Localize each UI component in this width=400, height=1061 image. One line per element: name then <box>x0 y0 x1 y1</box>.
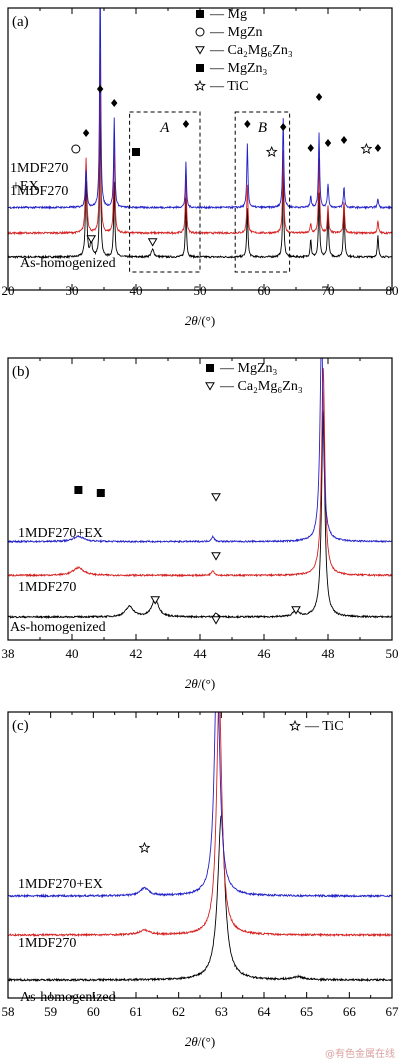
x-axis-label: 2θ/(°) <box>185 676 215 691</box>
legend-marker <box>206 364 214 372</box>
x-tick-label: 50 <box>386 646 399 661</box>
region-label: B <box>258 120 267 136</box>
x-tick-label: 66 <box>343 1004 357 1019</box>
panel-label: (a) <box>12 14 29 30</box>
series-label-1: 1MDF270 <box>10 184 68 199</box>
series-line-1 <box>8 368 392 578</box>
legend-label: — Mg <box>209 7 247 22</box>
legend-label: — Ca₂Mg₆Zn₃ <box>219 379 303 394</box>
legend-label: — MgZn <box>209 25 263 40</box>
panel-label: (c) <box>12 718 29 734</box>
peak-marker-open-circle <box>71 144 81 154</box>
series-label-1: 1MDF270 <box>18 936 76 951</box>
peak-marker-open-triangle-down <box>211 552 221 561</box>
x-tick-label: 58 <box>2 1004 15 1019</box>
peak-marker-filled-diamond <box>340 136 348 144</box>
legend-marker <box>194 79 206 91</box>
legend-marker <box>195 27 205 37</box>
series-line-0 <box>8 410 392 620</box>
peak-marker-filled-diamond <box>182 120 190 128</box>
series-label-2: 1MDF270+EX <box>18 526 103 541</box>
x-tick-label: 63 <box>215 1004 228 1019</box>
legend-label: — Ca₂Mg₆Zn₃ <box>209 43 293 58</box>
peak-marker-open-triangle-down <box>147 238 158 247</box>
panel-b: As-homogenized 1MDF270 1MDF270+EX 38 40 42 44 4… <box>2 357 399 691</box>
series-label-2: 1MDF270+EX <box>10 161 68 194</box>
x-tick-label: 60 <box>87 1004 100 1019</box>
series-line-1 <box>8 712 392 938</box>
peak-marker-open-triangle-down <box>150 596 161 605</box>
x-tick-label: 62 <box>172 1004 185 1019</box>
region-label: A <box>159 120 170 136</box>
peak-marker-filled-diamond <box>96 85 104 93</box>
legend-label: — MgZn₃ <box>219 361 278 376</box>
x-tick-label: 30 <box>66 283 79 298</box>
peak-marker-filled-diamond <box>374 144 382 152</box>
region-box-B <box>234 111 291 273</box>
watermark: @有色金属在线 <box>325 1047 395 1060</box>
x-axis-label: 2θ/(°) <box>185 1034 215 1049</box>
legend-marker <box>205 382 215 391</box>
peak-marker-filled-diamond <box>244 120 251 128</box>
x-tick-label: 44 <box>194 646 208 661</box>
legend-marker <box>196 10 204 18</box>
series-label-2: 1MDF270+EX <box>18 877 103 892</box>
x-tick-label: 65 <box>300 1004 313 1019</box>
peak-marker-open-triangle-down <box>86 235 97 244</box>
x-tick-label: 48 <box>322 646 335 661</box>
series-line-0 <box>8 815 392 983</box>
peak-marker-open-star <box>265 145 278 157</box>
region-box-A <box>129 111 201 273</box>
legend-label: — TiC <box>304 719 344 734</box>
legend-marker <box>195 46 205 55</box>
x-tick-label: 61 <box>130 1004 143 1019</box>
x-tick-label: 50 <box>194 283 207 298</box>
x-tick-label: 38 <box>2 646 15 661</box>
peak-marker-filled-square <box>96 489 105 497</box>
peak-marker-open-triangle-down <box>211 493 221 502</box>
peak-marker-filled-diamond <box>280 123 287 131</box>
plot-frame <box>7 711 393 999</box>
series-line-2 <box>8 8 392 210</box>
x-tick-label: 64 <box>258 1004 272 1019</box>
series-line-2 <box>8 358 392 544</box>
x-tick-label: 42 <box>130 646 143 661</box>
peak-marker-open-triangle-down <box>291 606 301 615</box>
series-label-0: As-homogenized <box>20 256 116 271</box>
peak-marker-open-triangle-down <box>211 616 221 625</box>
x-tick-label: 67 <box>386 1004 400 1019</box>
legend-label: — MgZn₃ <box>209 61 268 76</box>
series-line-2 <box>8 712 392 899</box>
panel-label: (b) <box>12 364 30 380</box>
x-tick-label: 80 <box>386 283 399 298</box>
peak-marker-filled-diamond <box>111 99 118 107</box>
x-tick-label: 20 <box>2 283 15 298</box>
legend-marker <box>196 64 204 72</box>
legend-label: — TiC <box>209 79 249 94</box>
x-tick-label: 70 <box>322 283 335 298</box>
peak-marker-filled-diamond <box>315 93 323 101</box>
x-tick-label: 59 <box>44 1004 57 1019</box>
legend-marker <box>289 719 301 731</box>
peak-marker-filled-square <box>132 148 140 156</box>
x-tick-label: 40 <box>66 646 79 661</box>
x-tick-label: 46 <box>258 646 272 661</box>
series-label-0: As-homogenized <box>10 620 106 635</box>
series-label-1: 1MDF270 <box>18 580 76 595</box>
peak-marker-filled-square <box>74 486 83 494</box>
x-axis-label: 2θ/(°) <box>185 313 215 328</box>
peak-marker-open-star <box>138 841 151 853</box>
peak-marker-filled-diamond <box>324 139 332 147</box>
peak-marker-filled-diamond <box>307 144 314 152</box>
peak-marker-open-star <box>360 142 373 154</box>
x-tick-label: 60 <box>258 283 271 298</box>
plot-frame <box>7 357 393 641</box>
x-tick-label: 40 <box>130 283 143 298</box>
peak-marker-filled-diamond <box>82 129 90 137</box>
